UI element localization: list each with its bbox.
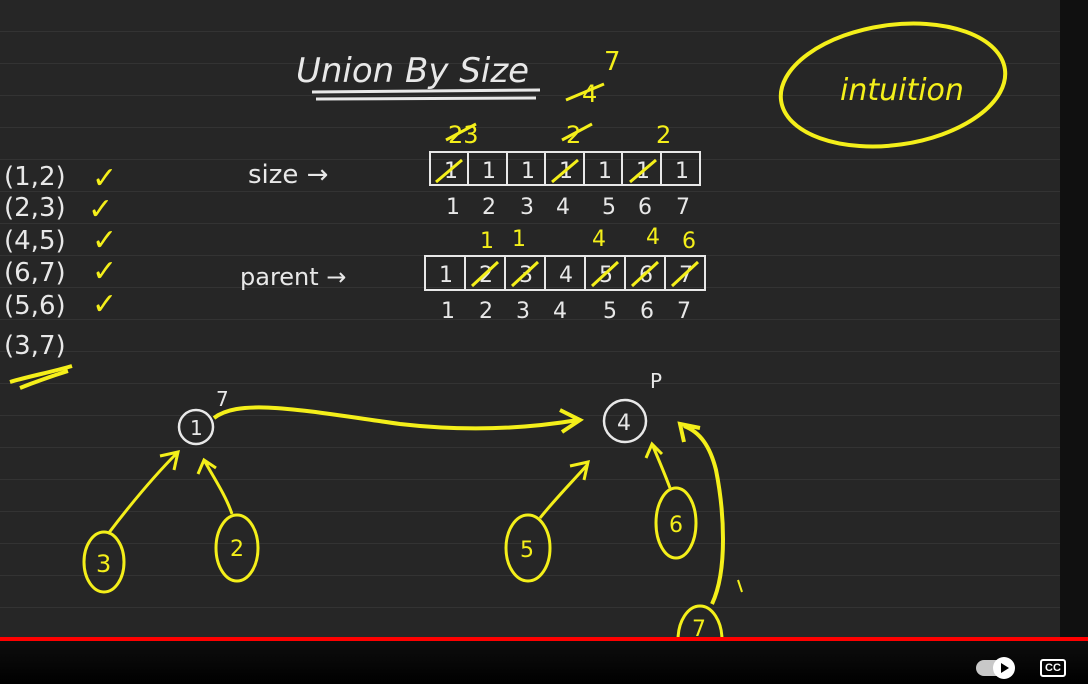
edge-check-0: ✓ [92,161,117,196]
parent-index-2: 2 [479,299,493,324]
parent-index-1: 1 [441,299,455,324]
size-index-2: 2 [482,195,496,220]
intuition-circle [778,21,1008,149]
size-strikes [435,158,657,184]
edge-6-to-4 [644,441,672,489]
intuition-note: intuition [840,73,964,108]
size-index-3: 3 [520,195,534,220]
player-controls [0,640,1088,684]
parent-update-2: 1 [480,229,494,254]
parent-update-7: 6 [682,229,696,254]
size-update-strikes [445,82,605,142]
parent-index-7: 7 [677,299,691,324]
edge-2-to-1 [196,457,234,515]
title-underline [311,88,541,101]
edge-scribble [9,364,73,390]
node-2-circle [214,513,260,583]
edge-check-4: ✓ [92,287,117,322]
edge-item-0: (1,2) [4,162,66,192]
autoplay-toggle-icon [993,657,1015,679]
edge-1-to-4 [212,405,584,434]
edge-item-3: (6,7) [4,258,66,288]
edge-check-1: ✓ [88,192,113,227]
parent-array-dividers [464,256,666,290]
size-index-5: 5 [602,195,616,220]
edge-check-2: ✓ [92,223,117,258]
node-6-label: 6 [669,513,683,538]
node-4-mark: P [650,369,662,393]
size-label: size → [248,160,328,190]
node-3-label: 3 [96,550,111,578]
parent-update-3: 1 [512,227,526,252]
size-array-dividers [467,152,662,185]
size-index-7: 7 [676,195,690,220]
size-cell-3: 1 [521,159,535,184]
parent-label: parent → [240,263,346,291]
node-4-circle [602,398,648,444]
size-cell-2: 1 [482,159,496,184]
parent-cell-4: 4 [559,263,573,288]
autoplay-toggle[interactable] [976,657,1015,679]
size-array [429,151,701,186]
edge-5-to-4 [538,460,590,519]
parent-index-3: 3 [516,299,530,324]
node-4-label: 4 [617,411,631,436]
edge-check-3: ✓ [92,254,117,289]
node-5-circle [504,513,552,583]
node-6-circle [654,486,698,560]
parent-array [424,255,706,291]
size-cell-5: 1 [598,159,612,184]
node-7-circle [676,604,724,640]
size-cell-7: 1 [675,159,689,184]
edge-3-to-1 [106,450,180,535]
edge-item-4: (5,6) [4,291,66,321]
node-5-label: 5 [520,538,534,563]
edge-item-1: (2,3) [4,193,66,223]
progress-bar[interactable] [0,637,1088,641]
edge-7-to-4 [677,421,725,605]
node-1-mark: 7 [216,387,229,411]
size-index-6: 6 [638,195,652,220]
size-update-4c: 7 [604,47,621,77]
whiteboard [0,0,1060,640]
captions-button[interactable]: CC [1040,659,1066,677]
parent-update-5: 4 [592,227,606,252]
node-3-circle [82,530,126,594]
whiteboard-drawing: Union By Size intuition (1,2) (2,3) (4,5… [4,21,1008,640]
node-1-circle [177,408,215,446]
size-index-1: 1 [446,195,460,220]
stray-tick [737,579,743,593]
node-7-label: 7 [692,617,706,640]
parent-index-5: 5 [603,299,617,324]
video-edge [1060,0,1088,640]
size-index-4: 4 [556,195,570,220]
parent-index-6: 6 [640,299,654,324]
size-update-6: 2 [656,121,671,149]
edge-item-5: (3,7) [4,331,66,361]
node-1-label: 1 [190,416,203,440]
parent-cell-1: 1 [439,263,453,288]
title-text: Union By Size [296,51,529,91]
edge-item-2: (4,5) [4,226,66,256]
parent-update-6: 4 [646,225,660,250]
parent-strikes [470,260,700,288]
node-2-label: 2 [230,537,244,562]
parent-index-4: 4 [553,299,567,324]
size-update-4b: 4 [582,80,597,108]
